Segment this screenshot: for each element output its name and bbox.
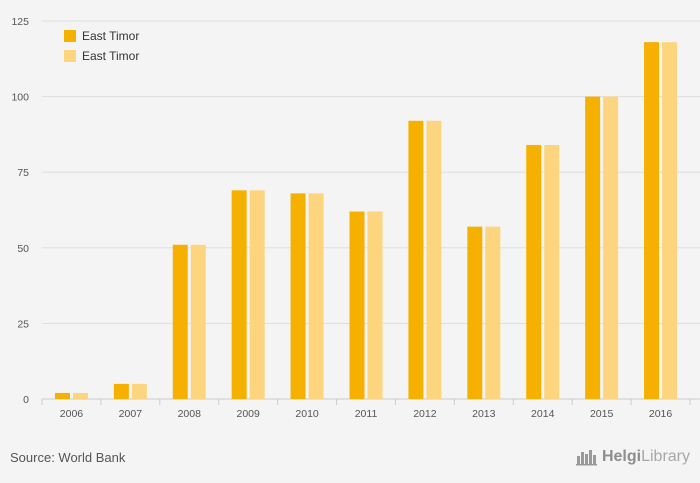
source-label: Source: World Bank — [10, 450, 126, 465]
x-tick-label: 2016 — [649, 408, 673, 420]
legend-label: East Timor — [82, 29, 139, 43]
bar-0-2010 — [290, 193, 306, 399]
bar-0-2014 — [526, 144, 542, 399]
legend-swatch — [64, 50, 76, 62]
x-tick-label: 2006 — [60, 408, 84, 420]
legend-swatch — [64, 30, 76, 42]
bar-0-2009 — [231, 190, 247, 399]
x-tick-label: 2009 — [237, 408, 261, 420]
x-tick-label: 2008 — [178, 408, 202, 420]
brand-logo[interactable]: HelgiLibrary — [575, 448, 690, 466]
x-tick-label: 2012 — [413, 408, 437, 420]
brand-name-part1: Helgi — [601, 448, 642, 465]
bar-0-2011 — [349, 211, 365, 399]
bar-1-2008 — [190, 244, 206, 399]
bar-1-2006 — [72, 392, 88, 399]
y-tick-label: 125 — [11, 16, 29, 28]
y-tick-label: 50 — [17, 243, 29, 255]
bar-1-2010 — [308, 193, 324, 399]
brand-name-part2: Library — [641, 448, 690, 465]
bar-1-2011 — [367, 211, 383, 399]
y-tick-label: 0 — [23, 394, 29, 406]
bar-1-2015 — [603, 96, 619, 399]
bar-1-2009 — [249, 190, 265, 399]
x-tick-label: 2010 — [295, 408, 319, 420]
bar-1-2016 — [662, 42, 678, 399]
x-tick-label: 2007 — [119, 408, 143, 420]
bar-0-2016 — [644, 42, 660, 399]
bar-0-2007 — [113, 383, 129, 399]
y-tick-label: 25 — [17, 318, 29, 330]
legend-label: East Timor — [82, 49, 139, 63]
bar-0-2012 — [408, 120, 424, 400]
bar-0-2008 — [172, 244, 188, 399]
x-tick-label: 2011 — [355, 408, 378, 420]
x-tick-label: 2014 — [531, 408, 555, 420]
bar-0-2013 — [467, 226, 483, 399]
x-tick-label: 2015 — [590, 408, 614, 420]
x-tick-label: 2013 — [472, 408, 496, 420]
bar-1-2014 — [544, 144, 560, 399]
bar-1-2012 — [426, 120, 442, 400]
bar-1-2007 — [131, 383, 147, 399]
y-tick-label: 100 — [11, 92, 29, 104]
bar-0-2006 — [54, 392, 70, 399]
bar-0-2015 — [585, 96, 601, 399]
y-tick-label: 75 — [17, 167, 29, 179]
bar-1-2013 — [485, 226, 501, 399]
helgi-library-logo-icon — [575, 450, 597, 466]
